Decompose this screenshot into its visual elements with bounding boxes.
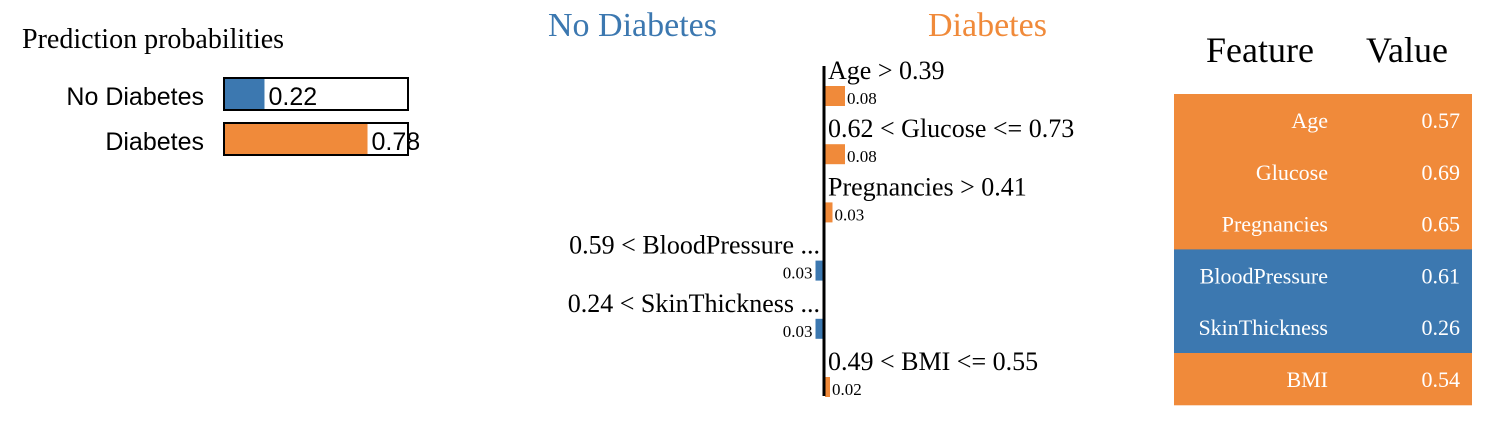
contribution-bar-positive [825,86,845,106]
table-feature-cell: BMI [1286,367,1328,392]
condition-label: Age > 0.39 [828,56,944,85]
contribution-value-label: 0.08 [847,147,877,166]
probability-value-label: 0.78 [372,128,421,156]
probability-class-label: Diabetes [105,128,204,156]
probability-bar-frame [223,77,409,111]
table-value-cell: 0.65 [1422,212,1461,237]
condition-label: 0.62 < Glucose <= 0.73 [828,114,1074,143]
contribution-bar-positive [825,202,833,223]
table-feature-cell: Glucose [1256,160,1328,185]
condition-label: 0.24 < SkinThickness ... [568,289,820,318]
probability-bar [224,78,265,110]
contribution-bar-positive [825,144,845,165]
table-header-feature: Feature [1206,30,1314,70]
probability-value-label: 0.22 [268,83,317,111]
contribution-bar-positive [825,377,830,397]
contribution-bar-negative [815,260,823,281]
contribution-value-label: 0.03 [783,264,813,283]
class-negative-label: No Diabetes [548,7,717,44]
table-feature-cell: SkinThickness [1198,315,1328,340]
table-value-cell: 0.69 [1422,160,1461,185]
table-value-cell: 0.57 [1422,108,1461,133]
contribution-value-label: 0.03 [835,205,865,224]
condition-label: 0.59 < BloodPressure ... [569,231,820,260]
contribution-value-label: 0.02 [832,380,862,399]
table-value-cell: 0.26 [1422,315,1461,340]
table-row [1174,94,1472,147]
table-header-value: Value [1366,30,1448,70]
contribution-value-label: 0.03 [783,322,813,341]
table-row [1174,145,1472,199]
table-row [1174,197,1472,250]
probability-bars: No Diabetes 0.22 Diabetes 0.78 [66,77,421,156]
prediction-probabilities-panel: Prediction probabilities No Diabetes 0.22… [22,24,420,156]
contribution-value-label: 0.08 [847,89,877,108]
condition-label: 0.49 < BMI <= 0.55 [828,347,1038,376]
table-row [1174,301,1472,354]
probability-bar [224,123,368,155]
table-value-cell: 0.54 [1422,367,1461,392]
class-positive-label: Diabetes [928,7,1047,44]
contribution-bar-negative [815,318,823,339]
probability-bar-frame [223,122,409,156]
feature-contribution-panel: No Diabetes Diabetes Age > 0.39 0.08 0.62 … [548,7,1074,399]
table-feature-cell: Age [1291,108,1328,133]
probability-class-label: No Diabetes [66,83,204,111]
probabilities-title: Prediction probabilities [22,24,284,55]
table-feature-cell: BloodPressure [1200,263,1328,288]
feature-value-table: Feature Value Age 0.57 Glucose 0.69 Pregnanc… [1174,30,1472,406]
table-feature-cell: Pregnancies [1222,212,1328,237]
table-row [1174,249,1472,302]
contribution-bars: Age > 0.39 0.08 0.62 < Glucose <= 0.73 0.08… [568,56,1074,399]
table-row [1174,353,1472,406]
table-value-cell: 0.61 [1422,263,1461,288]
condition-label: Pregnancies > 0.41 [828,172,1027,201]
table-rows: Age 0.57 Glucose 0.69 Pregnancies 0.65 BloodPr… [1174,94,1472,406]
